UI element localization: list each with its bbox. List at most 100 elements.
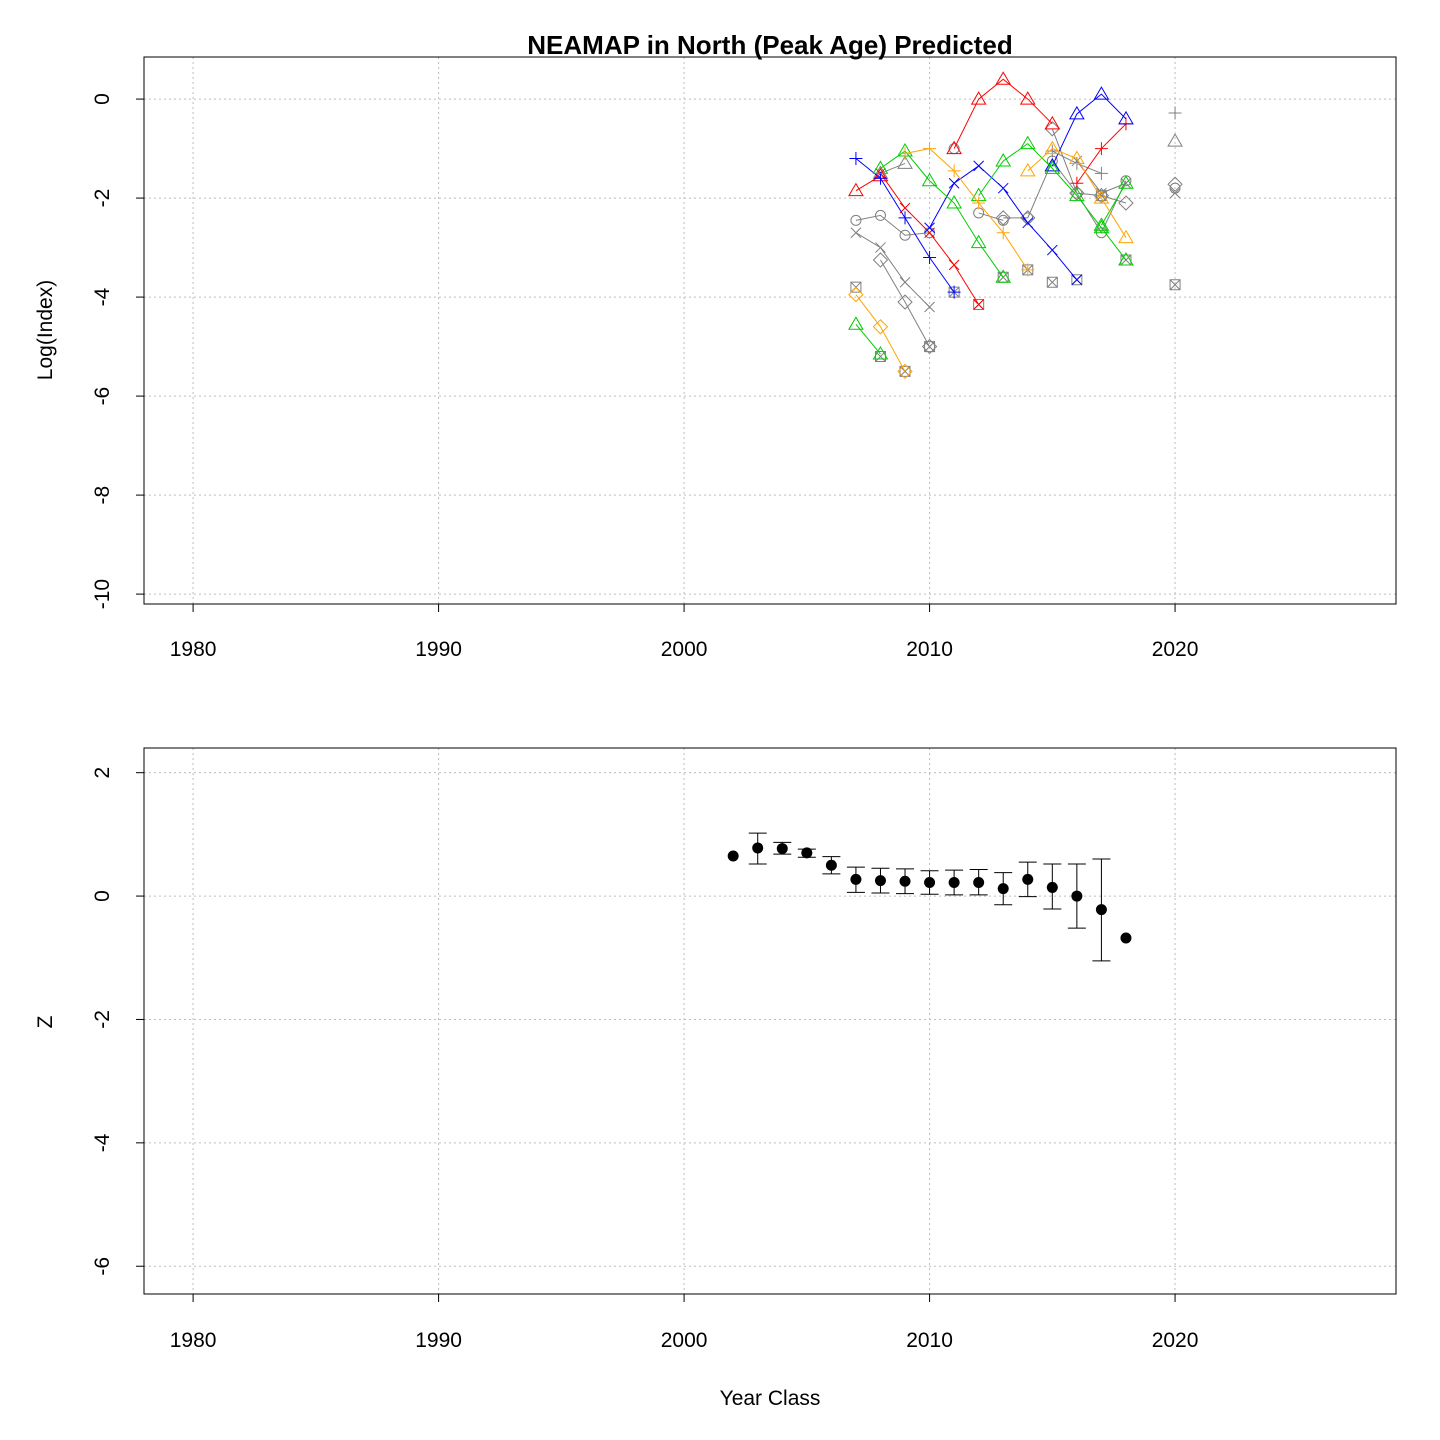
data-point: [995, 210, 1011, 226]
y-axis-label: Log(Index): [34, 280, 57, 380]
series-line: [904, 148, 1029, 271]
series: [946, 71, 1061, 155]
data-point: [923, 250, 937, 264]
series: [872, 252, 938, 355]
data-point: [1019, 162, 1036, 177]
data-point: [1093, 190, 1110, 204]
series-line: [1051, 128, 1127, 204]
plot-frame: [143, 56, 1397, 605]
series-line: [855, 323, 881, 355]
series-line: [978, 142, 1127, 261]
data-point: [1093, 219, 1110, 234]
data-point: [1120, 932, 1132, 944]
data-point: [970, 234, 987, 249]
series: [1167, 133, 1183, 147]
series-line: [1100, 182, 1127, 226]
series-line: [953, 78, 1053, 149]
x-tick-label: 2020: [1152, 1329, 1199, 1352]
series-line: [1027, 159, 1127, 234]
data-point: [874, 875, 886, 887]
data-point: [1094, 142, 1108, 156]
data-point: [872, 252, 889, 268]
data-point: [1118, 229, 1134, 244]
data-point: [1094, 166, 1108, 180]
x-tick-label: 2010: [906, 1329, 953, 1352]
data-point: [898, 211, 912, 225]
data-point: [973, 876, 985, 888]
y-tick-label: -4: [91, 287, 114, 306]
y-tick-label: -10: [91, 579, 114, 609]
data-point: [1169, 279, 1181, 291]
data-point: [825, 859, 837, 871]
data-point: [897, 363, 913, 380]
data-point: [924, 341, 936, 353]
data-point: [1167, 176, 1183, 192]
data-point: [946, 195, 962, 209]
series: [924, 341, 936, 353]
series: [970, 135, 1134, 266]
series-line: [978, 212, 1004, 221]
data-point: [995, 152, 1012, 167]
data-point: [1071, 890, 1083, 902]
data-point: [1093, 86, 1110, 100]
y-tick-label: -4: [91, 1133, 114, 1152]
data-point: [849, 151, 863, 165]
series-line: [855, 214, 930, 236]
data-point: [970, 91, 987, 105]
y-tick-label: -8: [91, 486, 114, 505]
data-point: [873, 171, 887, 185]
data-point: [948, 876, 960, 888]
data-point: [1118, 195, 1134, 211]
series: [1169, 187, 1181, 199]
chart-title: NEAMAP in North (Peak Age) Predicted: [527, 30, 1012, 60]
data-point: [973, 299, 985, 310]
data-point: [848, 182, 864, 197]
series-line: [855, 158, 955, 293]
series: [1168, 106, 1182, 120]
y-tick-label: -6: [91, 1257, 114, 1276]
data-point: [727, 850, 739, 862]
data-point: [1118, 175, 1134, 189]
data-point: [875, 242, 886, 253]
series: [1046, 276, 1058, 288]
data-point: [899, 875, 911, 887]
series: [1093, 175, 1134, 231]
series-line: [855, 294, 906, 372]
data-point: [1068, 150, 1085, 164]
data-point: [899, 229, 911, 241]
data-point: [850, 214, 862, 226]
data-point: [1169, 187, 1181, 199]
y-tick-label: 0: [91, 93, 114, 105]
data-point: [1044, 160, 1061, 174]
data-point: [921, 172, 938, 187]
data-point: [874, 209, 886, 221]
data-point: [1068, 105, 1085, 120]
data-point: [924, 301, 935, 313]
data-point: [924, 227, 935, 239]
x-tick-label: 2010: [906, 638, 953, 661]
data-point: [1046, 276, 1058, 288]
data-point: [1045, 144, 1059, 158]
data-point: [995, 71, 1012, 85]
data-point: [996, 226, 1010, 240]
data-point: [973, 160, 985, 172]
data-point: [1118, 110, 1134, 125]
series: [875, 167, 985, 310]
x-tick-label: 2000: [661, 1329, 708, 1352]
data-point: [1167, 133, 1183, 147]
data-point: [1046, 244, 1058, 256]
data-point: [1071, 274, 1083, 286]
x-tick-label: 1980: [170, 638, 217, 661]
data-point: [848, 316, 864, 330]
data-point: [1019, 135, 1036, 150]
y-tick-label: 2: [91, 767, 114, 779]
series: [872, 143, 1012, 283]
data-point: [946, 140, 962, 155]
data-point: [850, 873, 862, 885]
data-point: [972, 196, 986, 210]
data-point: [1019, 91, 1036, 105]
series-line: [880, 150, 1004, 278]
data-point: [1070, 176, 1084, 190]
